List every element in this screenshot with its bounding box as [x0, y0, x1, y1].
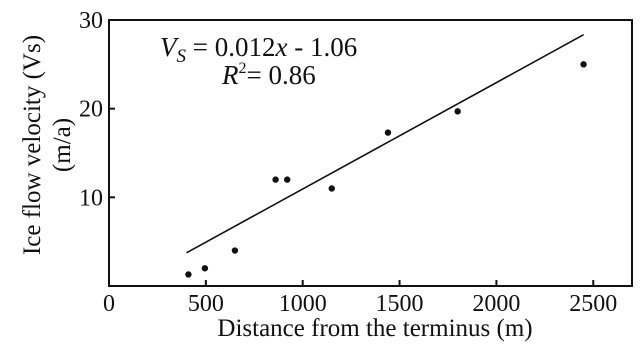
- tick-marks: 0 500 1000 1500 2000 2500 10 20 30: [79, 8, 617, 317]
- data-point: [384, 129, 392, 136]
- r2-var: R: [221, 60, 239, 90]
- r2-annotation: R2= 0.86: [221, 60, 316, 90]
- x-tick-label: 2000: [472, 291, 520, 317]
- y-axis-label-line1: Ice flow velocity (Vs): [19, 35, 46, 255]
- data-point: [454, 108, 461, 115]
- x-tick-label: 1000: [279, 291, 327, 317]
- x-tick-label: 1500: [376, 291, 424, 317]
- equation-lhs-sub: S: [177, 46, 187, 67]
- data-point: [328, 185, 335, 192]
- data-point: [231, 247, 239, 254]
- data-point: [272, 176, 279, 183]
- x-tick-label: 500: [188, 291, 224, 317]
- data-point: [201, 265, 209, 272]
- axes: [108, 19, 633, 287]
- x-axis-label: Distance from the terminus (m): [217, 315, 532, 342]
- equation-rhs-a: = 0.012: [186, 32, 275, 62]
- equation-annotation: VS = 0.012x - 1.06: [160, 32, 357, 67]
- x-tick-label: 0: [103, 291, 115, 317]
- r2-value: = 0.86: [247, 60, 316, 90]
- r2-sup: 2: [239, 60, 247, 77]
- data-point: [185, 271, 192, 278]
- y-tick-label: 30: [79, 8, 103, 34]
- equation-lhs-main: V: [160, 32, 180, 62]
- y-axis-label-line2: (m/a): [49, 118, 76, 172]
- data-point: [580, 61, 587, 68]
- y-tick-label: 10: [79, 185, 103, 211]
- regression-line: [186, 34, 584, 254]
- equation-rhs-b: - 1.06: [287, 32, 357, 62]
- data-point: [284, 176, 291, 183]
- y-tick-label: 20: [79, 97, 103, 123]
- x-tick-label: 2500: [569, 291, 617, 317]
- plot-frame: [108, 19, 633, 287]
- data-points: [185, 61, 587, 278]
- regression-line-group: [186, 34, 584, 254]
- equation-rhs-var: x: [274, 32, 287, 62]
